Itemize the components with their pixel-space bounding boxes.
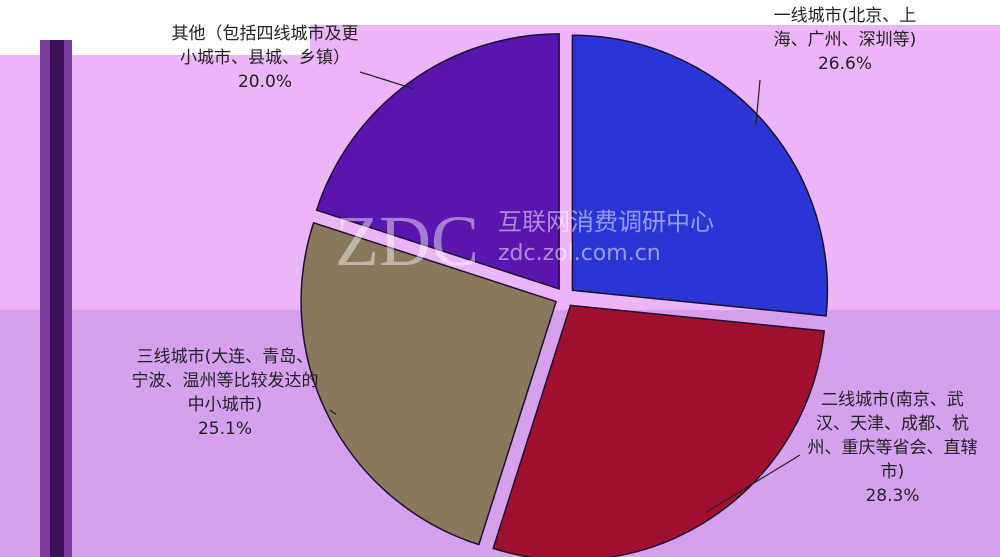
side-bar-inner — [50, 40, 64, 557]
pie-slice — [300, 221, 558, 546]
slice-label: 其他（包括四线城市及更小城市、县城、乡镇） 20.0% — [170, 22, 360, 94]
watermark-url: zdc.zol.com.cn — [498, 241, 661, 266]
category-label: 三线城市(大连、青岛、宁波、温州等比较发达的中小城市) — [131, 347, 319, 415]
percent-label: 25.1% — [197, 419, 252, 439]
leader-line — [705, 454, 801, 513]
category-label: 其他（包括四线城市及更小城市、县城、乡镇） — [171, 24, 359, 68]
pie-slice — [492, 304, 826, 557]
pie-slice — [571, 34, 829, 317]
leader-line — [329, 409, 337, 416]
slice-label: 一线城市(北京、上海、广州、深圳等) 26.6% — [760, 4, 930, 76]
leader-line — [359, 71, 414, 90]
category-label: 二线城市(南京、武汉、天津、成都、杭州、重庆等省会、直辖市) — [807, 390, 978, 482]
leader-line — [755, 79, 761, 125]
slice-label: 三线城市(大连、青岛、宁波、温州等比较发达的中小城市) 25.1% — [130, 345, 320, 441]
slice-label: 二线城市(南京、武汉、天津、成都、杭州、重庆等省会、直辖市) 28.3% — [805, 388, 980, 508]
percent-label: 28.3% — [865, 486, 920, 506]
category-label: 一线城市(北京、上海、广州、深圳等) — [773, 6, 917, 50]
pie-slice — [315, 33, 560, 290]
percent-label: 26.6% — [817, 54, 872, 74]
watermark-logo: ZDC — [335, 201, 479, 281]
percent-label: 20.0% — [237, 72, 292, 92]
watermark-title: 互联网消费调研中心 — [498, 208, 714, 236]
pie — [300, 33, 829, 557]
